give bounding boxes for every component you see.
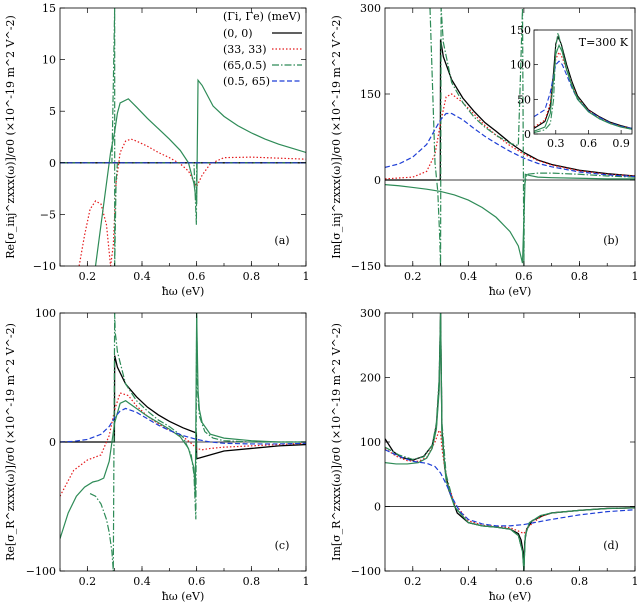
inset-x-tick-label: 0.9 bbox=[612, 137, 630, 150]
x-tick-label-a: 1 bbox=[303, 270, 310, 283]
x-tick-label-d: 0.6 bbox=[515, 575, 533, 588]
legend: (Γi, Γe) (meV) (0, 0) (33, 33) (65,0.5) (0.… bbox=[223, 10, 302, 88]
inset-y-tick-label: 0 bbox=[524, 128, 531, 141]
panel-d-series-2 bbox=[385, 313, 635, 571]
legend-entry-label: (0, 0) bbox=[223, 27, 253, 40]
panel-d-series-1 bbox=[385, 429, 635, 535]
panel-b-series-1 bbox=[385, 93, 635, 180]
axes-frame-d bbox=[384, 312, 636, 572]
y-tick-label-a: −10 bbox=[33, 260, 56, 273]
panel-c-series-2 bbox=[89, 313, 306, 571]
panel-b: 0.2 0.4 0.6 0.8 1 −150 0 150 300 ħω (eV) Im[σ_inj^… bbox=[330, 2, 639, 298]
x-tick-label-b: 1 bbox=[632, 270, 639, 283]
y-axis-label-b: Im[σ_inj^zxxx(ω)]/σ0 (×10^-19 m^2 V^-2) bbox=[330, 15, 343, 259]
x-tick-label-c: 0.2 bbox=[79, 575, 97, 588]
x-tick-label-d: 0.8 bbox=[571, 575, 589, 588]
x-tick-label-c: 0.4 bbox=[133, 575, 151, 588]
panel-c-series-0 bbox=[60, 355, 306, 460]
y-tick-label-b: 150 bbox=[360, 88, 381, 101]
y-tick-label-b: 300 bbox=[360, 2, 381, 15]
x-tick-label-d: 1 bbox=[632, 575, 639, 588]
x-axis-label-d: ħω (eV) bbox=[489, 590, 532, 603]
y-tick-label-b: 0 bbox=[374, 174, 381, 187]
x-tick-label-c: 0.6 bbox=[188, 575, 206, 588]
x-axis-label-a: ħω (eV) bbox=[162, 285, 205, 298]
y-tick-label-c: −100 bbox=[26, 565, 56, 578]
inset-x-tick-label: 0.6 bbox=[580, 137, 598, 150]
axes-frame-b bbox=[384, 7, 636, 267]
y-tick-label-a: 5 bbox=[49, 105, 56, 118]
x-axis-label-c: ħω (eV) bbox=[162, 590, 205, 603]
y-tick-label-d: −100 bbox=[351, 565, 381, 578]
x-tick-label-d: 0.4 bbox=[460, 575, 478, 588]
panel-label-c: (c) bbox=[275, 539, 290, 552]
y-tick-label-d: 100 bbox=[360, 436, 381, 449]
panel-a: 0.2 0.4 0.6 0.8 1 −10 −5 0 5 10 15 ħω (eV) Re[σ_inj^… bbox=[4, 2, 310, 298]
panel-a-series-2 bbox=[60, 8, 306, 266]
y-tick-label-d: 0 bbox=[374, 501, 381, 514]
panel-d-series-4 bbox=[385, 449, 635, 527]
x-axis-label-b: ħω (eV) bbox=[489, 285, 532, 298]
inset-series-4 bbox=[534, 43, 632, 132]
panel-b-series-3 bbox=[385, 173, 635, 264]
y-tick-label-c: 100 bbox=[35, 307, 56, 320]
x-tick-label-c: 0.8 bbox=[243, 575, 261, 588]
panel-d: 0.2 0.4 0.6 0.8 1 −100 0 100 200 300 ħω (eV) Im[σ_R… bbox=[330, 307, 639, 603]
inset-panel-b: 0.3 0.6 0.9 0 50 100 150 T=300 K bbox=[510, 24, 633, 150]
inset-y-tick-label: 100 bbox=[510, 59, 531, 72]
x-tick-label-a: 0.6 bbox=[188, 270, 206, 283]
x-tick-label-b: 0.8 bbox=[571, 270, 589, 283]
x-tick-label-a: 0.2 bbox=[79, 270, 97, 283]
y-tick-label-d: 300 bbox=[360, 307, 381, 320]
panel-a-series-1 bbox=[78, 138, 306, 266]
x-tick-label-b: 0.2 bbox=[404, 270, 422, 283]
x-tick-label-b: 0.6 bbox=[515, 270, 533, 283]
y-axis-label-c: Re[σ_R^zxxx(ω)]/σ0 (×10^-19 m^2 V^-2) bbox=[4, 323, 17, 561]
panel-a-series-3 bbox=[94, 78, 306, 266]
y-tick-label-a: 0 bbox=[49, 157, 56, 170]
legend-entry-label: (65,0.5) bbox=[223, 59, 267, 72]
inset-background bbox=[534, 30, 632, 134]
y-axis-label-a: Re[σ_inj^zxxx(ω)]/σ0 (×10^-19 m^2 V^-2) bbox=[4, 15, 17, 259]
legend-entry-label: (0.5, 65) bbox=[223, 75, 270, 88]
x-tick-label-a: 0.4 bbox=[133, 270, 151, 283]
y-tick-label-b: −150 bbox=[351, 260, 381, 273]
panel-b-series-2 bbox=[429, 8, 635, 266]
legend-entry-label: (33, 33) bbox=[223, 43, 267, 56]
x-tick-label-c: 1 bbox=[303, 575, 310, 588]
x-tick-label-a: 0.8 bbox=[243, 270, 261, 283]
inset-series-3 bbox=[534, 60, 632, 129]
panel-d-series-0 bbox=[385, 313, 635, 571]
inset-y-tick-label: 150 bbox=[510, 24, 531, 37]
panel-c-series-4 bbox=[60, 407, 306, 445]
y-tick-label-a: −5 bbox=[40, 208, 56, 221]
panel-label-d: (d) bbox=[603, 539, 619, 552]
inset-x-tick-label: 0.3 bbox=[547, 137, 565, 150]
y-tick-label-c: 0 bbox=[49, 436, 56, 449]
inset-y-tick-label: 50 bbox=[517, 93, 531, 106]
axes-frame-a bbox=[59, 7, 307, 267]
panel-c-series-1 bbox=[60, 392, 306, 497]
y-axis-label-d: Im[σ_R^zxxx(ω)]/σ0 (×10^-19 m^2 V^-2) bbox=[330, 323, 343, 561]
y-tick-label-a: 10 bbox=[42, 54, 56, 67]
panel-c-series-3 bbox=[60, 313, 306, 539]
panel-label-a: (a) bbox=[274, 234, 289, 247]
inset-label: T=300 K bbox=[579, 36, 629, 49]
panel-d-series-3 bbox=[385, 313, 635, 571]
inset-frame bbox=[533, 29, 633, 135]
panel-c: 0.2 0.4 0.6 0.8 1 −100 0 100 ħω (eV) Re[σ_R^zxxx(… bbox=[4, 307, 310, 603]
panel-label-b: (b) bbox=[603, 234, 619, 247]
y-tick-label-a: 15 bbox=[42, 2, 56, 15]
panel-b-series-4 bbox=[385, 112, 635, 178]
legend-header: (Γi, Γe) (meV) bbox=[223, 10, 301, 23]
panel-b-series-0 bbox=[385, 39, 635, 181]
y-tick-label-d: 200 bbox=[360, 372, 381, 385]
x-tick-label-d: 0.2 bbox=[404, 575, 422, 588]
x-tick-label-b: 0.4 bbox=[460, 270, 478, 283]
